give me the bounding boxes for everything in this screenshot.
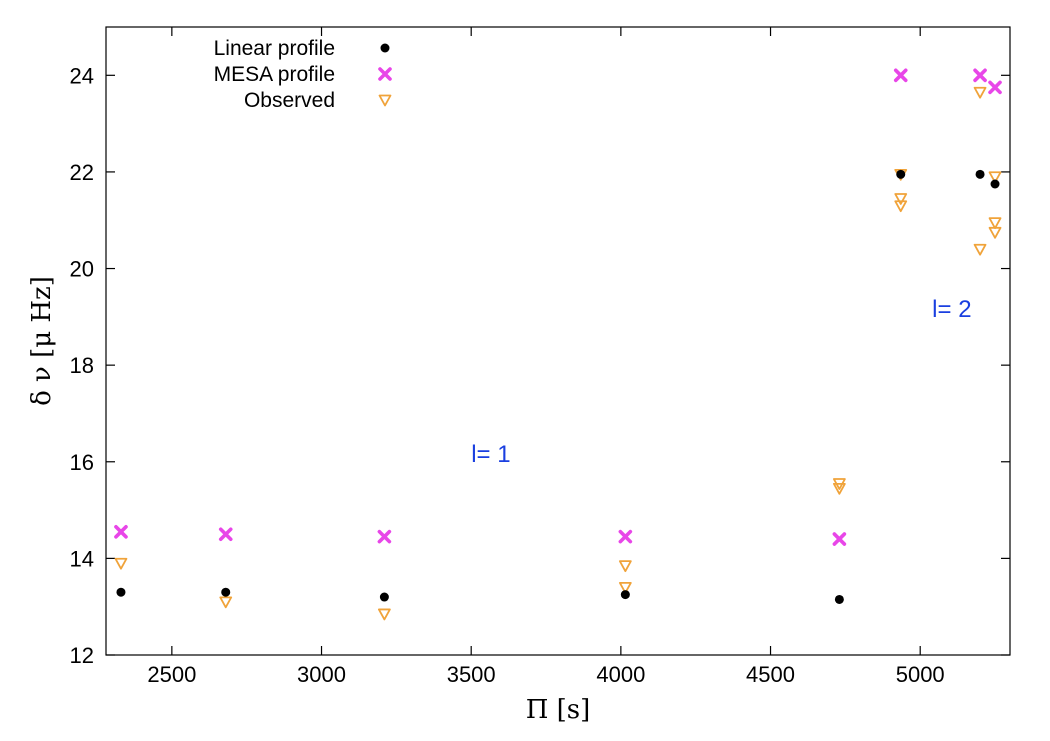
legend-marker: [380, 43, 390, 53]
annotations: l= 1 l= 2: [471, 296, 971, 468]
y-tick-label: 20: [70, 257, 94, 282]
x-tick-label: 4500: [746, 662, 795, 687]
axis-ticks: [106, 27, 1010, 656]
data-point: [894, 200, 908, 213]
axis-tick-labels: 2500 3000 3500 4000 4500 5000 12 14 16 18 20 22 24: [70, 63, 945, 687]
data-point: [973, 86, 987, 99]
data-point: [377, 529, 392, 544]
x-tick-label: 3000: [297, 662, 346, 687]
data-point: [896, 169, 906, 179]
y-tick-label: 18: [70, 353, 94, 378]
y-tick-label: 22: [70, 160, 94, 185]
data-point: [894, 193, 908, 205]
data-point: [221, 587, 231, 597]
data-point: [988, 217, 1002, 230]
x-axis-label: Π [s]: [526, 695, 591, 725]
legend-marker: [378, 67, 392, 81]
legend-label: MESA profile: [214, 63, 335, 86]
y-tick-label: 24: [70, 63, 94, 88]
data-point: [988, 80, 1002, 95]
data-point: [377, 608, 391, 621]
data-point: [114, 557, 128, 570]
data-point: [618, 560, 632, 573]
annotation-label: l= 2: [932, 296, 971, 323]
annotation-label: l= 1: [471, 441, 510, 468]
data-point: [379, 592, 389, 602]
data-point: [834, 594, 844, 604]
data-point: [620, 590, 630, 600]
legend-label: Linear profile: [214, 37, 335, 60]
data-points: [114, 68, 1002, 621]
data-point: [618, 581, 632, 594]
data-point: [219, 596, 233, 609]
y-axis-label: δ ν [μ Hz]: [27, 276, 57, 406]
data-point: [973, 243, 987, 256]
y-tick-label: 12: [70, 643, 94, 668]
data-point: [116, 587, 126, 597]
data-point: [988, 226, 1002, 239]
data-point: [975, 169, 985, 179]
legend-label: Observed: [244, 89, 335, 112]
data-point: [893, 68, 908, 83]
data-point: [973, 68, 987, 83]
plot-frame: [105, 26, 1011, 656]
data-point: [114, 525, 128, 539]
y-tick-label: 16: [70, 450, 94, 475]
data-point: [832, 482, 846, 495]
y-tick-label: 14: [70, 546, 94, 571]
data-point: [990, 179, 1000, 189]
legend: Linear profile MESA profile Observed: [214, 37, 392, 112]
legend-marker: [378, 94, 392, 107]
x-tick-label: 5000: [896, 662, 945, 687]
data-point: [618, 529, 633, 544]
data-point: [988, 171, 1002, 184]
x-tick-label: 3500: [447, 662, 496, 687]
data-point: [832, 532, 847, 546]
x-tick-label: 2500: [147, 662, 196, 687]
data-point: [218, 527, 233, 542]
x-tick-label: 4000: [596, 662, 645, 687]
